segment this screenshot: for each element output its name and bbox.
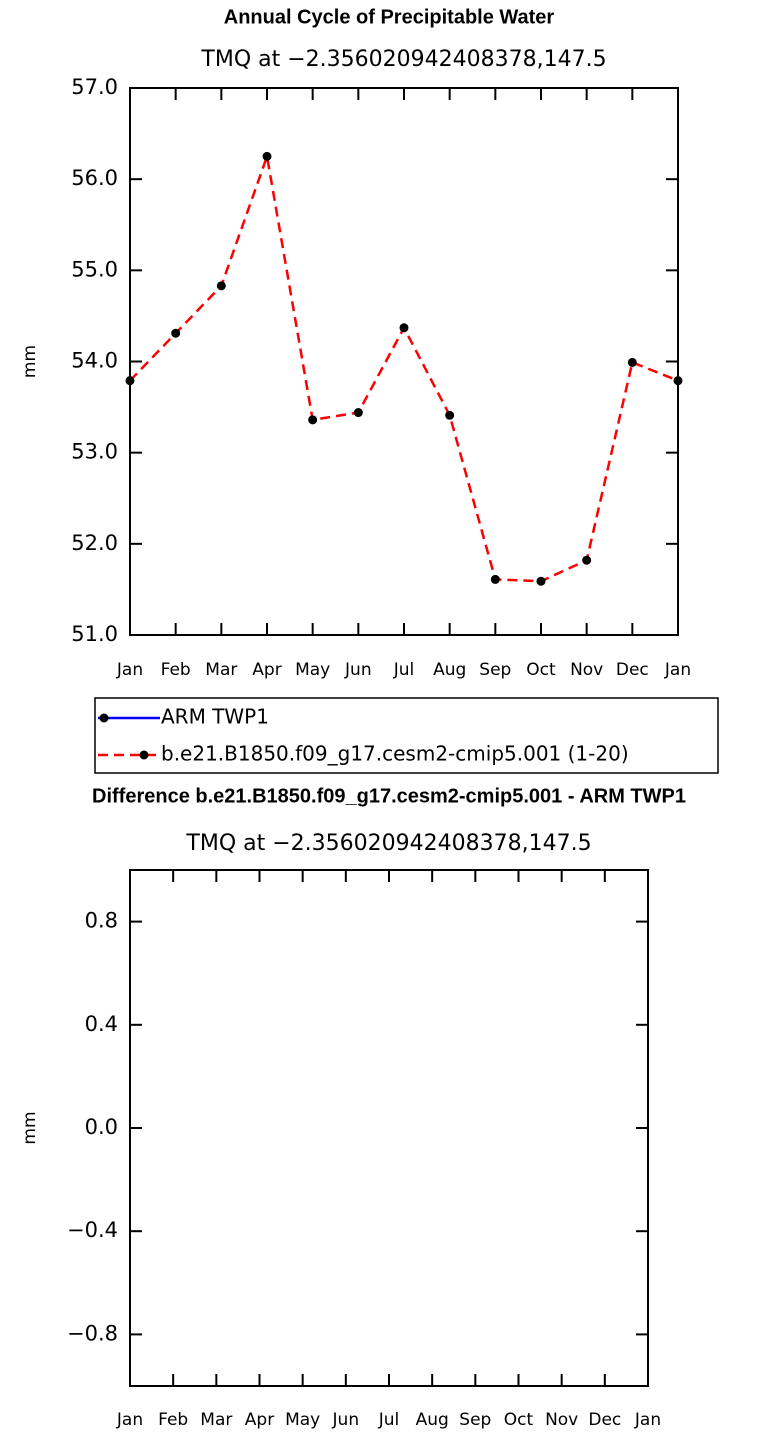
x-tick-label: May <box>285 1410 320 1430</box>
x-tick-label: May <box>295 660 330 680</box>
y-tick-label: 54.0 <box>71 349 118 373</box>
x-tick-label: Nov <box>545 1410 578 1430</box>
legend-marker <box>139 750 149 760</box>
chart-title: Difference b.e21.B1850.f09_g17.cesm2-cmi… <box>92 785 686 807</box>
y-tick-label: 52.0 <box>71 531 118 555</box>
data-point <box>125 376 135 386</box>
y-tick-label: 57.0 <box>71 75 118 99</box>
data-point <box>353 408 363 418</box>
x-tick-label: Dec <box>616 660 649 680</box>
plot-frame <box>129 869 649 1387</box>
x-tick-label: Jan <box>634 1410 661 1430</box>
data-point <box>399 323 409 333</box>
data-point <box>445 410 455 420</box>
x-tick-label: Mar <box>205 660 237 680</box>
y-tick-label: 55.0 <box>71 257 118 281</box>
chart-subtitle: TMQ at −2.356020942408378,147.5 <box>185 831 591 856</box>
x-tick-label: Aug <box>433 660 466 680</box>
y-axis-label: mm <box>20 345 40 378</box>
chart-subtitle: TMQ at −2.356020942408378,147.5 <box>200 47 606 72</box>
legend-box <box>94 697 719 774</box>
data-point <box>490 574 500 584</box>
y-tick-label: 0.8 <box>85 909 118 933</box>
x-tick-label: Nov <box>570 660 603 680</box>
x-tick-label: Jun <box>344 660 372 680</box>
x-tick-label: Oct <box>504 1410 534 1430</box>
y-tick-label: −0.8 <box>67 1321 118 1345</box>
x-tick-label: Jan <box>116 1410 143 1430</box>
x-tick-label: Jun <box>332 1410 360 1430</box>
legend-label: ARM TWP1 <box>161 705 269 729</box>
y-tick-label: 56.0 <box>71 166 118 190</box>
x-tick-label: Jan <box>664 660 691 680</box>
series-line <box>129 151 679 583</box>
data-point <box>582 555 592 565</box>
legend-label: b.e21.B1850.f09_g17.cesm2-cmip5.001 (1-2… <box>161 742 629 766</box>
y-tick-label: 0.4 <box>85 1012 118 1036</box>
y-tick-label: −0.4 <box>67 1218 118 1242</box>
data-point <box>171 328 181 338</box>
data-point <box>308 415 318 425</box>
data-point <box>627 357 637 367</box>
x-tick-label: Jul <box>393 660 415 680</box>
x-tick-label: Feb <box>161 660 191 680</box>
legend-marker <box>99 713 109 723</box>
plot-frame <box>129 87 679 636</box>
x-tick-label: Apr <box>245 1410 274 1430</box>
y-tick-label: 51.0 <box>71 622 118 646</box>
x-tick-label: Jul <box>378 1410 400 1430</box>
x-tick-label: Apr <box>252 660 281 680</box>
y-tick-label: 0.0 <box>85 1115 118 1139</box>
x-tick-label: Aug <box>416 1410 449 1430</box>
data-point <box>673 376 683 386</box>
data-point <box>216 281 226 291</box>
chart-title: Annual Cycle of Precipitable Water <box>224 6 555 28</box>
data-point <box>262 151 272 161</box>
x-tick-label: Jan <box>116 660 143 680</box>
x-tick-label: Oct <box>526 660 556 680</box>
x-tick-label: Sep <box>479 660 511 680</box>
y-axis-label: mm <box>20 1111 40 1144</box>
x-tick-label: Dec <box>588 1410 621 1430</box>
data-point <box>536 576 546 586</box>
y-tick-label: 53.0 <box>71 440 118 464</box>
x-tick-label: Sep <box>459 1410 491 1430</box>
x-tick-label: Mar <box>200 1410 232 1430</box>
x-tick-label: Feb <box>158 1410 188 1430</box>
